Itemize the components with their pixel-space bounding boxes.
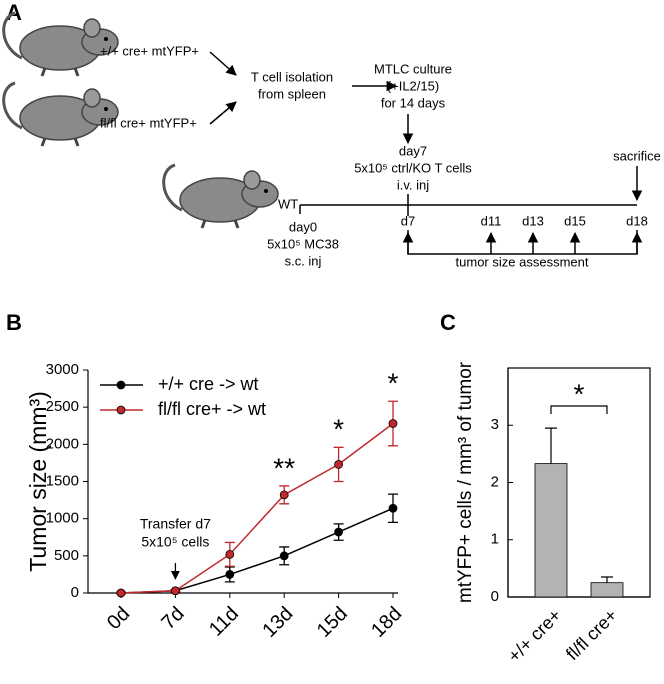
timepoint: d11 <box>481 213 502 228</box>
data-point <box>334 460 344 469</box>
step-text: (+IL2/15) <box>387 78 439 93</box>
recipient-label: WT <box>278 196 298 211</box>
annotation-text: 5x10⁵ cells <box>141 534 209 550</box>
data-point <box>279 490 289 500</box>
significance-star: * <box>388 368 399 399</box>
data-point <box>334 527 344 537</box>
data-point <box>279 551 289 561</box>
arrow <box>209 51 237 76</box>
step-text: s.c. inj <box>285 253 322 268</box>
data-point <box>225 570 235 579</box>
y-tick-label: 0 <box>491 588 499 605</box>
y-tick-label: 2000 <box>46 435 79 452</box>
timepoint: d13 <box>522 213 544 228</box>
step-text: from spleen <box>258 86 326 101</box>
timepoint: d18 <box>626 213 648 228</box>
step-text: MTLC culture <box>374 61 452 76</box>
assessment-label: tumor size assessment <box>456 254 589 269</box>
bracket <box>407 230 638 255</box>
data-point <box>225 549 235 559</box>
y-tick-label: 1 <box>491 531 499 548</box>
data-point <box>388 419 398 428</box>
legend-marker <box>116 405 126 415</box>
legend-label: fl/fl cre+ -> wt <box>158 399 266 419</box>
y-axis-title: Tumor size (mm³) <box>25 391 51 572</box>
mouse-icon <box>162 163 280 230</box>
x-tick-label: 11d <box>205 603 243 641</box>
x-tick-label: 7d <box>157 603 188 634</box>
data-point <box>116 588 126 598</box>
step-text: day0 <box>289 219 317 234</box>
x-tick-label: +/+ cre+ <box>504 605 565 666</box>
donor-label: +/+ cre+ mtYFP+ <box>100 43 199 58</box>
legend-marker <box>116 380 126 390</box>
x-tick-label: fl/fl cre+ <box>562 605 621 664</box>
significance-star: * <box>333 414 344 445</box>
annotation-text: Transfer d7 <box>140 516 211 532</box>
step-text: day7 <box>399 143 427 158</box>
donor-label: fl/fl cre+ mtYFP+ <box>100 115 197 130</box>
data-point <box>170 586 180 596</box>
x-tick-label: 15d <box>313 603 352 642</box>
step-text: i.v. inj <box>397 177 429 192</box>
y-tick-label: 3000 <box>46 361 79 378</box>
error-bar <box>601 576 613 583</box>
x-tick-label: 18d <box>367 603 406 642</box>
y-tick-label: 3 <box>491 416 499 433</box>
step-text: T cell isolation <box>251 69 333 84</box>
y-tick-label: 1000 <box>46 510 79 527</box>
legend-label: +/+ cre -> wt <box>158 374 259 394</box>
timepoint: d15 <box>564 213 586 228</box>
y-tick-label: 500 <box>54 547 79 564</box>
y-tick-label: 2 <box>491 473 499 490</box>
schematic: A +/+ cre+ mtYFP+ fl/fl cre+ mtYFP+ T ce… <box>2 0 661 269</box>
step-text: 5x10⁵ ctrl/KO T cells <box>354 160 472 175</box>
bar <box>590 582 624 598</box>
y-tick-label: 0 <box>71 584 79 601</box>
data-point <box>388 503 398 513</box>
x-tick-label: 0d <box>103 603 134 634</box>
panel-label: C <box>440 310 456 335</box>
significance-star: ** <box>273 452 295 483</box>
bar <box>534 463 568 598</box>
y-tick-label: 2500 <box>46 398 79 415</box>
x-tick-label: 13d <box>258 603 297 642</box>
timepoint: d7 <box>401 213 415 228</box>
error-bar <box>545 427 557 464</box>
sacrifice-label: sacrifice <box>613 148 661 163</box>
step-text: for 14 days <box>381 95 446 110</box>
panel-label: B <box>6 310 22 335</box>
significance-bracket <box>550 405 608 414</box>
y-tick-label: 1500 <box>46 472 79 489</box>
y-axis-title: mtYFP+ cells / mm³ of tumor <box>455 361 476 603</box>
plot-frame <box>507 367 651 598</box>
arrow <box>209 101 237 125</box>
series-line <box>120 422 394 594</box>
step-text: 5x10⁵ MC38 <box>267 236 339 251</box>
significance-star: * <box>574 378 585 409</box>
